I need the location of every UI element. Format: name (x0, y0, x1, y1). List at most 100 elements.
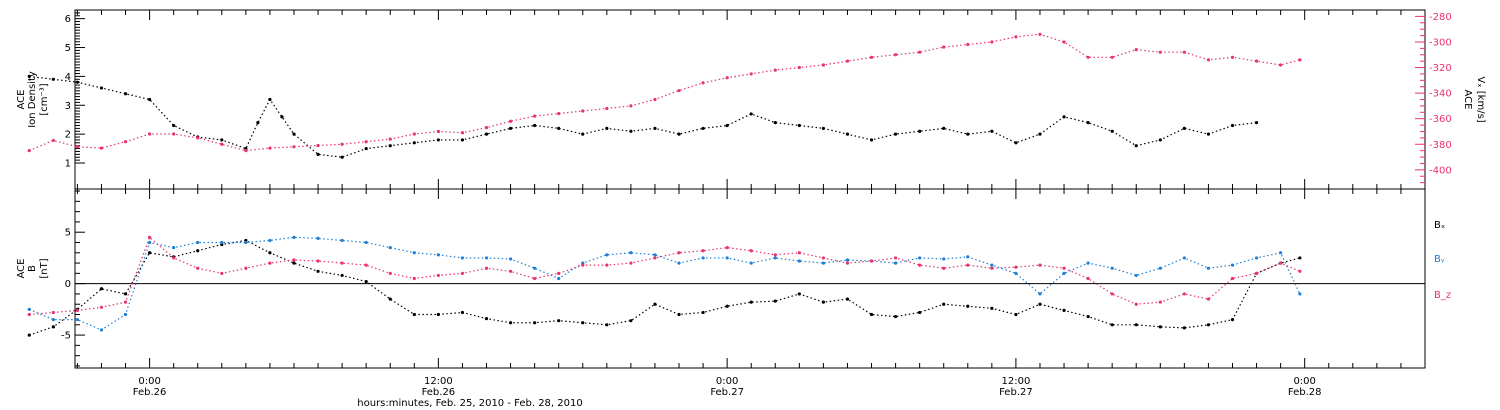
data-point (533, 114, 537, 118)
data-point (220, 240, 224, 245)
data-point (701, 256, 705, 260)
data-point (1230, 55, 1235, 59)
data-point (51, 77, 55, 81)
data-point (27, 333, 31, 337)
data-point (508, 321, 513, 325)
data-point (147, 132, 152, 136)
data-point (99, 287, 104, 291)
data-point (412, 276, 416, 281)
data-point (196, 249, 200, 253)
data-point (966, 255, 970, 259)
data-point (725, 123, 729, 128)
data-point (388, 137, 392, 141)
data-point (316, 143, 320, 148)
data-point (1134, 48, 1138, 52)
data-point (942, 45, 946, 49)
data-point (1014, 312, 1018, 317)
panel-top-frame (74, 9, 1426, 190)
data-point (99, 328, 104, 332)
tick-label: 3 (65, 101, 71, 112)
data-point (1158, 50, 1162, 54)
data-point (27, 312, 31, 317)
data-point (1086, 276, 1090, 281)
data-point (773, 299, 777, 303)
data-point (123, 292, 128, 296)
data-point (220, 138, 224, 142)
data-point (1182, 326, 1186, 330)
data-point (27, 149, 31, 153)
data-point (1230, 263, 1235, 267)
tick-label: -340 (1429, 89, 1452, 100)
data-point (701, 126, 705, 130)
data-point (292, 145, 296, 149)
data-point (749, 72, 753, 76)
ylabel-velocity-line2: Vₓ [km/s] (1475, 76, 1486, 122)
tick-label: -400 (1429, 165, 1452, 176)
legend-label: Bₓ (1434, 220, 1445, 231)
data-point (1086, 55, 1090, 59)
data-point (533, 266, 537, 270)
data-point (1110, 55, 1114, 59)
data-point (1206, 58, 1211, 62)
data-point (268, 97, 272, 102)
data-point (821, 256, 825, 260)
data-point (1298, 256, 1302, 260)
data-point (533, 276, 537, 281)
data-point (1038, 132, 1042, 136)
data-point (725, 304, 729, 308)
data-point (797, 259, 801, 263)
data-point (460, 138, 465, 142)
data-point (292, 261, 296, 265)
series-line (29, 236, 1301, 331)
data-point (653, 253, 657, 257)
data-point (460, 310, 465, 315)
data-point (123, 92, 128, 96)
data-point (1206, 297, 1211, 301)
data-point (147, 235, 152, 239)
data-point (869, 259, 874, 263)
data-point (436, 129, 440, 134)
data-point (605, 126, 609, 130)
data-point (773, 120, 777, 125)
data-point (1298, 269, 1302, 273)
x-tick-time: 0:00 (1293, 376, 1315, 387)
data-point (412, 132, 416, 136)
data-point (412, 312, 416, 317)
tick-label: 0 (65, 279, 71, 290)
data-point (966, 132, 970, 136)
data-point (1158, 300, 1162, 304)
data-point (893, 256, 898, 260)
data-point (701, 310, 705, 315)
data-point (1014, 141, 1018, 145)
data-point (1230, 276, 1235, 281)
data-point (244, 149, 248, 153)
data-point (484, 126, 489, 130)
data-point (75, 308, 80, 312)
data-point (388, 297, 392, 301)
data-point (244, 240, 248, 245)
x-axis: 0:00Feb.2612:00Feb.260:00Feb.2712:00Feb.… (76, 10, 1426, 398)
data-point (773, 68, 777, 72)
data-point (220, 142, 224, 146)
data-point (605, 323, 609, 327)
data-point (51, 318, 55, 322)
data-point (388, 271, 392, 275)
data-point (653, 256, 657, 260)
data-point (1279, 63, 1283, 67)
data-point (557, 276, 561, 281)
data-point (1298, 58, 1302, 62)
data-point (1110, 292, 1114, 296)
data-point (653, 97, 657, 102)
x-tick-date: Feb.27 (710, 387, 744, 398)
data-point (484, 266, 489, 270)
x-tick-date: Feb.28 (1288, 387, 1322, 398)
data-point (1038, 292, 1042, 296)
tick-label: 1 (65, 159, 71, 170)
data-point (797, 65, 801, 70)
data-point (412, 251, 416, 255)
data-point (1062, 40, 1066, 44)
series-line (29, 33, 1301, 152)
data-point (1298, 292, 1302, 296)
data-point (1158, 325, 1162, 329)
data-point (268, 261, 272, 265)
